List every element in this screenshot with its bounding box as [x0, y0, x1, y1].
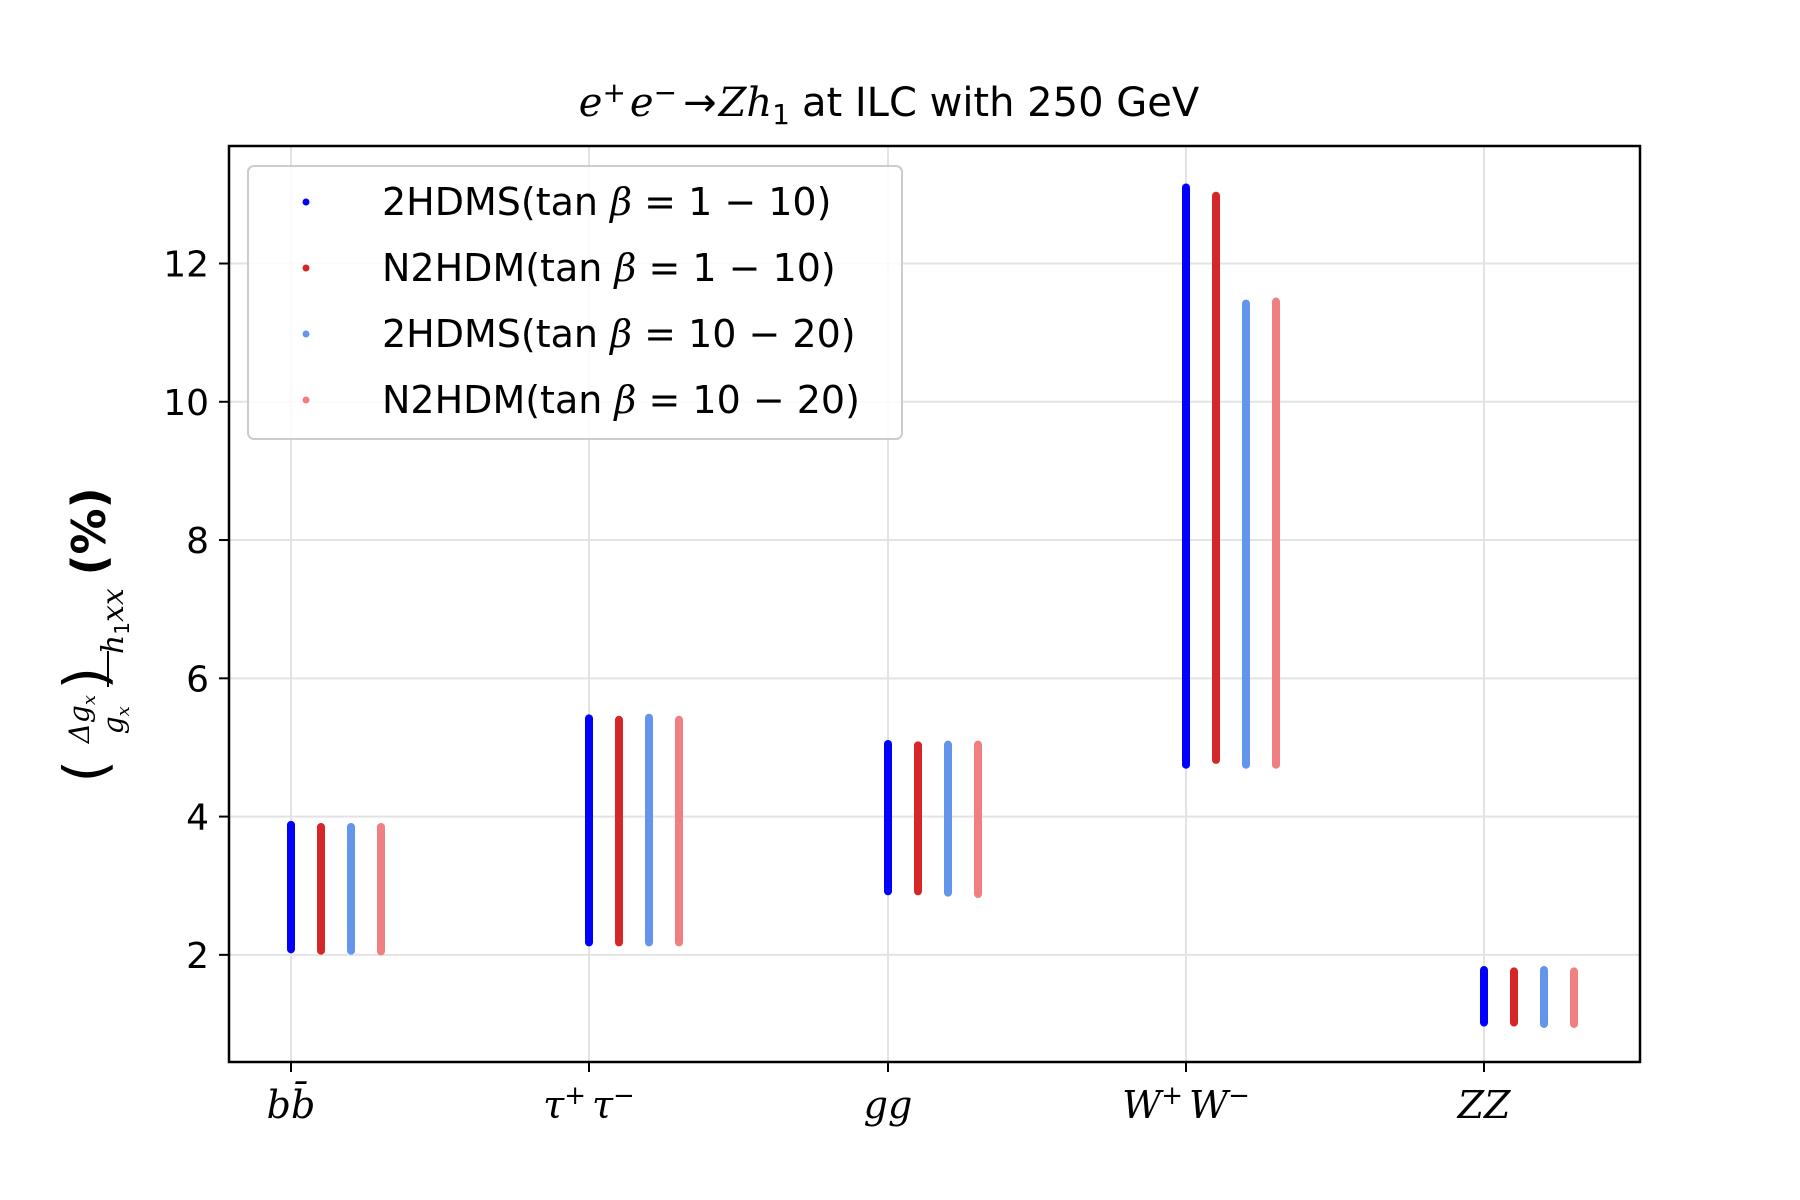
y-axis: 2 4 6 8 10 12 [163, 245, 229, 977]
data-point [914, 887, 922, 895]
y-tick-label: 12 [163, 245, 209, 286]
data-point [974, 741, 982, 749]
data-point [377, 823, 385, 831]
chart-title: e+ e− →Zh1 at ILC with 250 GeV [579, 76, 1200, 131]
legend-marker [302, 198, 310, 206]
series-2 [317, 191, 1518, 1027]
data-point [1272, 761, 1280, 769]
legend-label: 2HDMS(tan β = 1 − 10) [382, 180, 831, 224]
legend-label: 2HDMS(tan β = 10 − 20) [382, 312, 856, 356]
data-point [1540, 966, 1548, 974]
plot-frame [227, 144, 1642, 1064]
y-tick-label: 4 [186, 798, 209, 839]
x-tick-label: ZZ [1457, 1083, 1511, 1127]
y-tick-label: 6 [186, 659, 209, 700]
data-point [1570, 973, 1578, 981]
x-axis: bb̄ τ+ τ− gg W+ W− ZZ [267, 1062, 1511, 1127]
data-point [347, 823, 355, 831]
data-point [645, 938, 653, 946]
data-point [1480, 1019, 1488, 1027]
data-point [884, 746, 892, 754]
data-point [944, 741, 952, 749]
data-point [615, 721, 623, 729]
data-point [377, 828, 385, 836]
series-1 [287, 183, 1488, 1027]
data-point [1510, 967, 1518, 975]
data-point [1570, 967, 1578, 975]
legend-marker [302, 396, 310, 404]
data-point [1570, 1020, 1578, 1028]
data-point [615, 716, 623, 724]
data-point [1182, 761, 1190, 769]
series-4 [377, 297, 1578, 1028]
data-point [585, 720, 593, 728]
svg-text:( Δgx gx ): ( Δgx gx ) h1xx (%) [51, 487, 139, 782]
data-point [287, 821, 295, 829]
data-point [1212, 756, 1220, 764]
data-point [675, 716, 683, 724]
data-point [645, 719, 653, 727]
data-point [317, 947, 325, 955]
data-point [1272, 303, 1280, 311]
data-point [944, 889, 952, 897]
y-tick-label: 8 [186, 521, 209, 562]
data-point [1182, 183, 1190, 191]
data-point [1182, 189, 1190, 197]
data-point [377, 947, 385, 955]
data-point [317, 828, 325, 836]
data-point [884, 887, 892, 895]
legend-label: N2HDM(tan β = 1 − 10) [382, 246, 836, 290]
x-tick-label: gg [864, 1083, 913, 1127]
data-point [675, 721, 683, 729]
data-point [585, 714, 593, 722]
data-point [974, 746, 982, 754]
data-point [317, 823, 325, 831]
legend-marker [302, 330, 310, 338]
legend-marker [302, 264, 310, 272]
data-point [1540, 1020, 1548, 1028]
data-point [615, 938, 623, 946]
data-point [287, 826, 295, 834]
series-3 [347, 299, 1548, 1028]
legend: 2HDMS(tan β = 1 − 10) N2HDM(tan β = 1 − 1… [247, 165, 903, 440]
x-tick-label: bb̄ [267, 1082, 316, 1127]
data-point [1212, 192, 1220, 200]
data-point [1242, 300, 1250, 308]
series-layer [287, 183, 1578, 1028]
data-point [944, 746, 952, 754]
data-point [1212, 197, 1220, 205]
y-axis-label: ( Δgx gx ) h1xx (%) [51, 487, 139, 782]
data-point [347, 828, 355, 836]
data-point [1242, 761, 1250, 769]
y-tick-label: 10 [163, 383, 209, 424]
data-point [914, 747, 922, 755]
data-point [675, 938, 683, 946]
data-point [1272, 298, 1280, 306]
x-tick-label: W+ W− [1122, 1081, 1250, 1127]
data-point [1510, 973, 1518, 981]
legend-box [247, 165, 903, 440]
data-point [287, 945, 295, 953]
data-point [1510, 1019, 1518, 1027]
data-point [884, 740, 892, 748]
legend-label: N2HDM(tan β = 10 − 20) [382, 378, 860, 422]
data-point [914, 741, 922, 749]
data-point [347, 947, 355, 955]
data-point [1242, 305, 1250, 313]
x-tick-label: τ+ τ− [543, 1081, 635, 1127]
data-point [1480, 972, 1488, 980]
data-point [585, 938, 593, 946]
data-point [974, 890, 982, 898]
y-tick-label: 2 [186, 936, 209, 977]
data-point [645, 714, 653, 722]
data-point [1540, 972, 1548, 980]
data-point [1480, 966, 1488, 974]
